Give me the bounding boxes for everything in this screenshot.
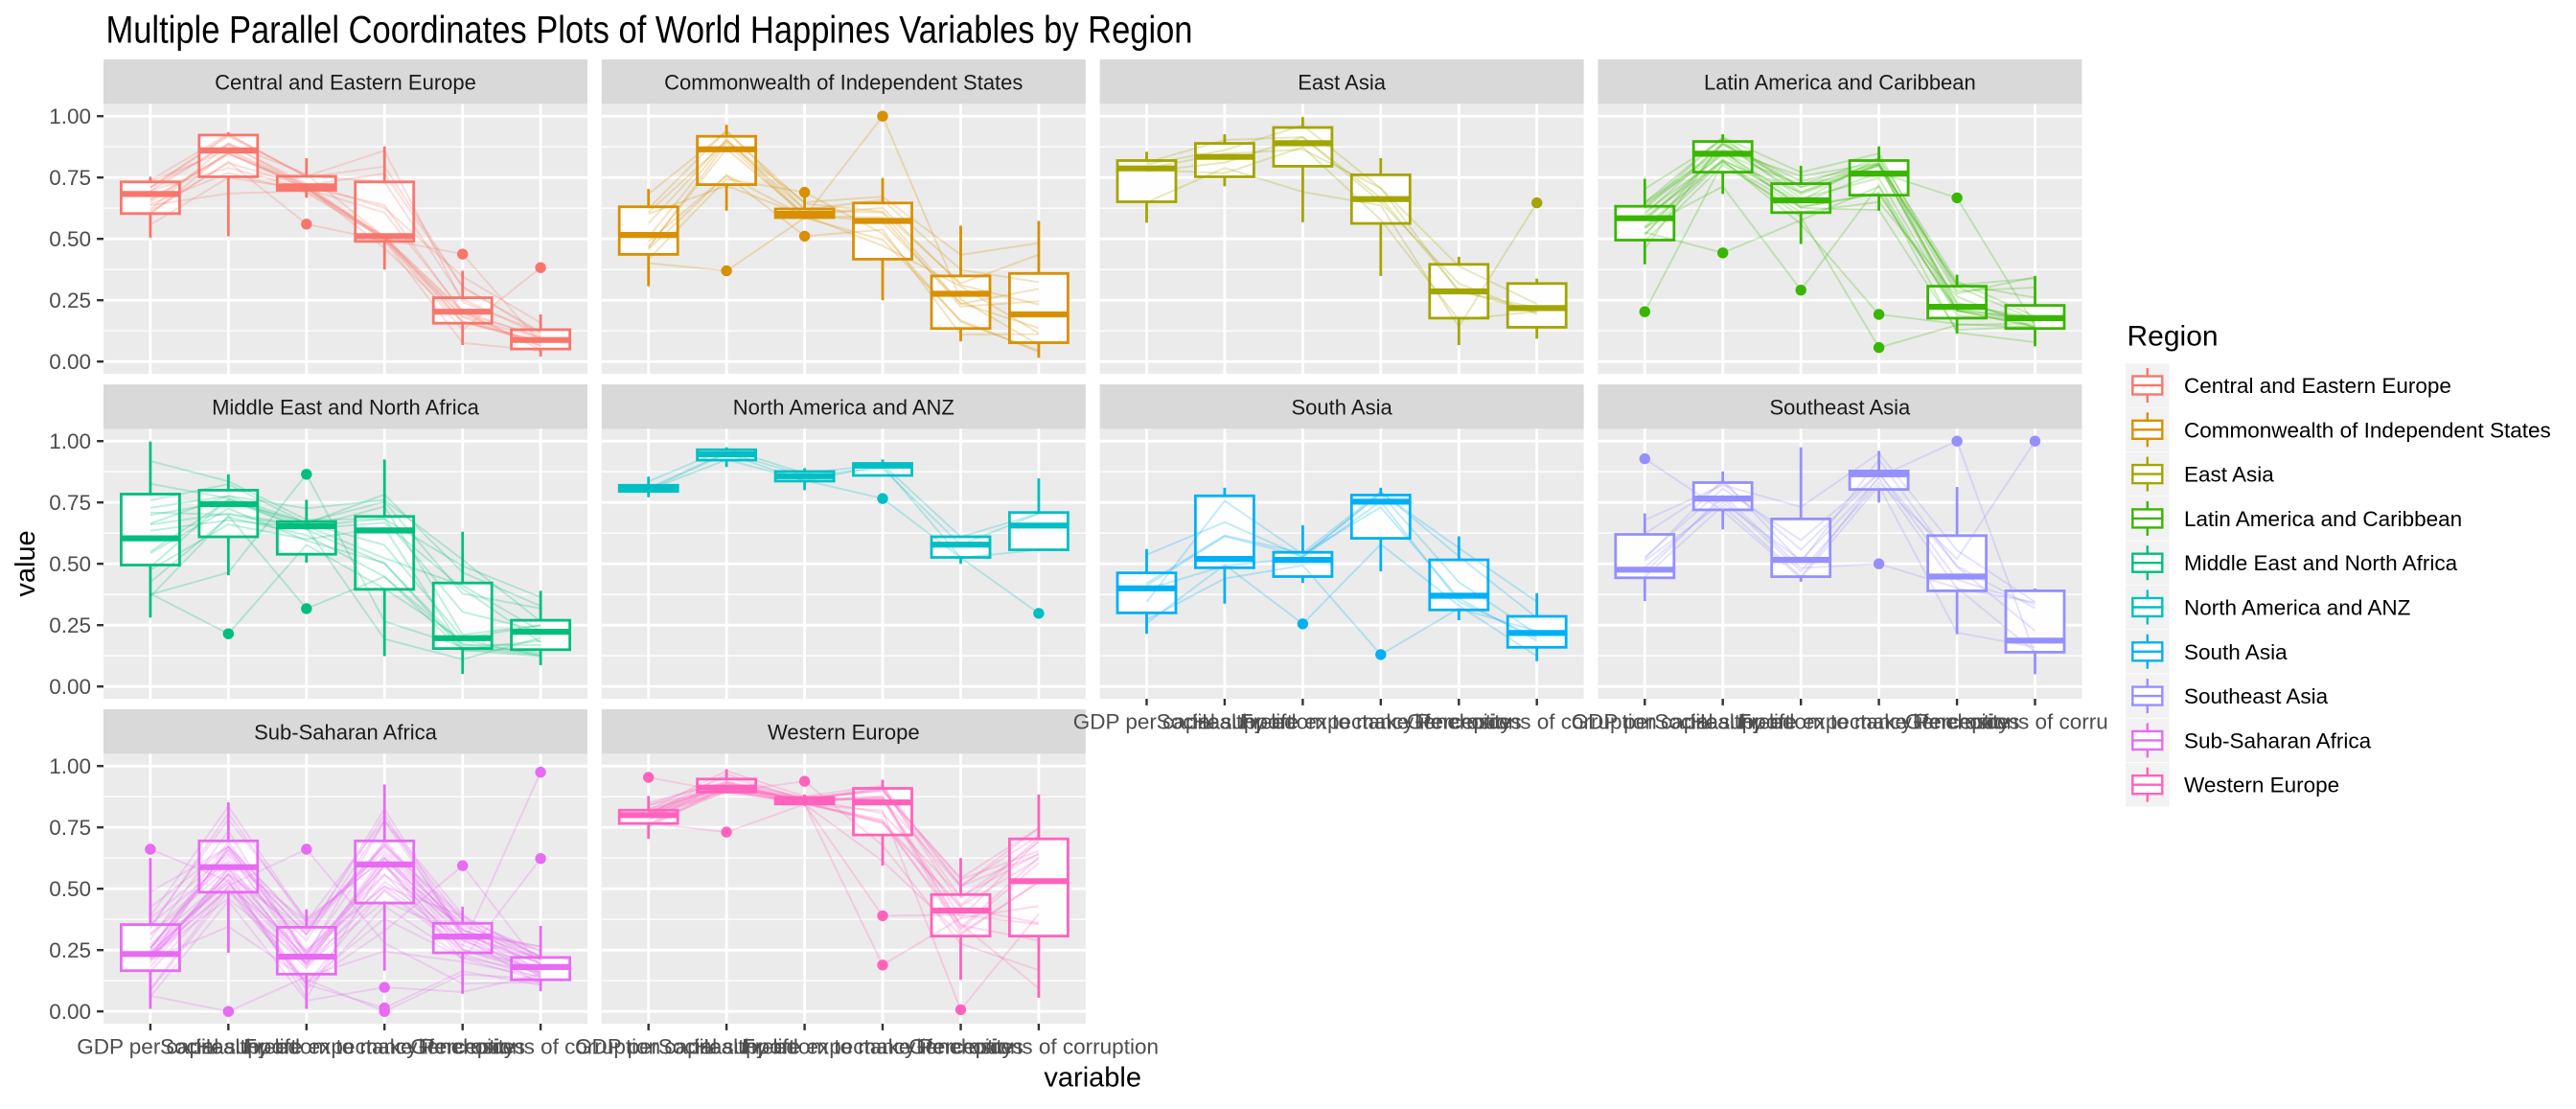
svg-text:Freedom to make life choices: Freedom to make life choices	[1738, 710, 2020, 734]
svg-text:Perceptions of corruption: Perceptions of corruption	[421, 1035, 660, 1059]
svg-text:GDP per capita: GDP per capita	[1572, 710, 1719, 734]
svg-text:Healthy life expectancy: Healthy life expectancy	[1192, 710, 1414, 734]
svg-text:0.25: 0.25	[49, 289, 91, 312]
svg-text:Social support: Social support	[658, 1035, 795, 1059]
svg-text:Healthy life expectancy: Healthy life expectancy	[1690, 710, 1913, 734]
svg-text:1.00: 1.00	[49, 104, 91, 128]
svg-text:Healthy life expectancy: Healthy life expectancy	[196, 1035, 418, 1059]
svg-text:GDP per capita: GDP per capita	[77, 1035, 224, 1059]
svg-text:0.75: 0.75	[49, 816, 91, 840]
svg-text:Generosity: Generosity	[1905, 710, 2011, 734]
svg-text:Social support: Social support	[1654, 710, 1791, 734]
svg-text:0.00: 0.00	[49, 1000, 91, 1024]
svg-text:Commonwealth of Independent St: Commonwealth of Independent States	[664, 71, 1023, 95]
svg-text:variable: variable	[1044, 1063, 1141, 1094]
svg-text:Middle East and North Africa: Middle East and North Africa	[2184, 551, 2458, 575]
svg-text:Western Europe: Western Europe	[768, 721, 920, 745]
svg-text:0.50: 0.50	[49, 227, 91, 251]
svg-text:Commonwealth of Independent St: Commonwealth of Independent States	[2184, 418, 2551, 442]
svg-text:Middle East and North Africa: Middle East and North Africa	[212, 396, 480, 420]
svg-text:Southeast Asia: Southeast Asia	[2184, 684, 2329, 708]
svg-text:value: value	[11, 530, 41, 596]
svg-text:1.00: 1.00	[49, 754, 91, 778]
svg-text:Perceptions of corruption: Perceptions of corruption	[1915, 710, 2154, 734]
svg-text:Multiple Parallel Coordinates: Multiple Parallel Coordinates Plots of W…	[106, 10, 1193, 52]
svg-text:1.00: 1.00	[49, 429, 91, 453]
svg-text:East Asia: East Asia	[2184, 463, 2274, 487]
svg-text:Freedom to make life choices: Freedom to make life choices	[1240, 710, 1522, 734]
svg-text:0.50: 0.50	[49, 552, 91, 576]
svg-text:Social support: Social support	[1157, 710, 1294, 734]
svg-text:South Asia: South Asia	[1292, 396, 1393, 420]
svg-text:Western Europe: Western Europe	[2184, 774, 2339, 797]
svg-text:Sub-Saharan Africa: Sub-Saharan Africa	[254, 721, 438, 745]
svg-text:0.25: 0.25	[49, 938, 91, 962]
svg-text:North America and ANZ: North America and ANZ	[2184, 596, 2411, 620]
svg-text:0.00: 0.00	[49, 350, 91, 374]
svg-text:Southeast Asia: Southeast Asia	[1770, 396, 1912, 420]
svg-text:Freedom to make life choices: Freedom to make life choices	[243, 1035, 525, 1059]
svg-text:Perceptions of corruption: Perceptions of corruption	[919, 1035, 1159, 1059]
svg-text:GDP per capita: GDP per capita	[1073, 710, 1221, 734]
svg-text:Region: Region	[2128, 321, 2219, 353]
svg-text:Freedom to make life choices: Freedom to make life choices	[742, 1035, 1024, 1059]
svg-text:South Asia: South Asia	[2184, 640, 2288, 664]
svg-text:0.75: 0.75	[49, 166, 91, 190]
svg-text:0.25: 0.25	[49, 613, 91, 637]
svg-text:0.50: 0.50	[49, 877, 91, 901]
svg-text:Generosity: Generosity	[410, 1035, 516, 1059]
svg-text:0.00: 0.00	[49, 675, 91, 699]
svg-text:Central and Eastern Europe: Central and Eastern Europe	[2184, 374, 2451, 398]
svg-text:Perceptions of corruption: Perceptions of corruption	[1417, 710, 1657, 734]
svg-text:Generosity: Generosity	[1407, 710, 1512, 734]
svg-text:Social support: Social support	[160, 1035, 297, 1059]
svg-text:GDP per capita: GDP per capita	[575, 1035, 723, 1059]
svg-text:North America and ANZ: North America and ANZ	[733, 396, 954, 420]
svg-text:Latin America and Caribbean: Latin America and Caribbean	[2184, 507, 2462, 531]
svg-text:Generosity: Generosity	[908, 1035, 1014, 1059]
svg-text:Central and Eastern Europe: Central and Eastern Europe	[215, 71, 476, 95]
svg-text:Sub-Saharan Africa: Sub-Saharan Africa	[2184, 728, 2372, 752]
svg-text:0.75: 0.75	[49, 491, 91, 515]
svg-text:Latin America and Caribbean: Latin America and Caribbean	[1704, 71, 1976, 95]
svg-text:East Asia: East Asia	[1298, 71, 1386, 95]
svg-text:Healthy life expectancy: Healthy life expectancy	[694, 1035, 916, 1059]
